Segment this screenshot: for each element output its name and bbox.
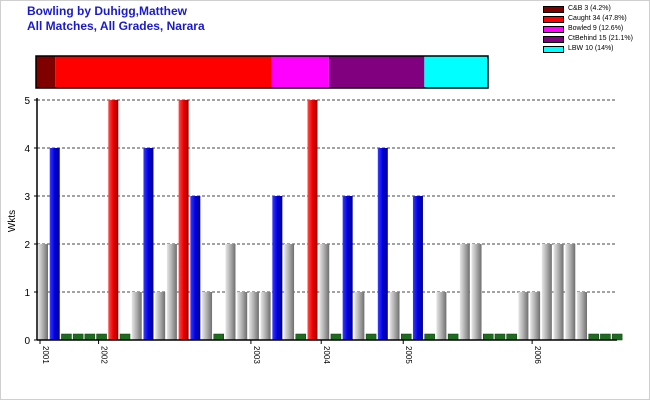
y-tick-label: 4 <box>24 144 30 155</box>
legend-item-cb: C&B 3 (4.2%) <box>543 4 633 14</box>
y-tick-label: 0 <box>24 336 30 347</box>
bar <box>72 333 84 341</box>
bar <box>202 292 213 340</box>
y-tick-label: 2 <box>24 240 30 251</box>
bar <box>260 292 271 340</box>
bar <box>108 100 119 340</box>
bar <box>365 333 377 341</box>
bar <box>84 333 96 341</box>
summary-segment-caught <box>55 56 272 88</box>
y-tick-label: 5 <box>24 96 30 107</box>
bar <box>49 148 60 340</box>
legend-item-lbw: LBW 10 (14%) <box>543 44 633 54</box>
bar <box>412 196 423 340</box>
legend-label-bowled: Bowled 9 (12.6%) <box>568 25 624 32</box>
legend-label-lbw: LBW 10 (14%) <box>568 45 614 52</box>
bar <box>424 333 435 341</box>
bar <box>506 333 517 341</box>
bar <box>342 196 353 340</box>
bar <box>213 333 225 341</box>
bar <box>576 292 587 340</box>
bar <box>119 333 131 341</box>
x-tick-label: 2002 <box>100 346 109 364</box>
bar <box>248 292 259 340</box>
bar <box>155 292 166 340</box>
x-tick-label: 2003 <box>252 346 261 364</box>
bar <box>225 244 236 340</box>
x-tick-label: 2004 <box>322 346 331 364</box>
legend: C&B 3 (4.2%) Caught 34 (47.8%) Bowled 9 … <box>543 4 633 54</box>
bar <box>459 244 470 340</box>
dismissal-summary-bar <box>35 55 489 89</box>
bar <box>330 333 342 341</box>
bar <box>319 244 330 340</box>
bar <box>272 196 283 340</box>
bar <box>483 333 494 341</box>
summary-segment-ctbehind <box>328 56 425 88</box>
bar <box>284 244 295 340</box>
summary-segment-cb <box>36 56 56 88</box>
x-tick-label: 2005 <box>404 346 413 364</box>
title-line-1: Bowling by Duhigg,Matthew <box>27 4 187 18</box>
legend-swatch-bowled <box>543 25 564 33</box>
bar <box>400 333 412 341</box>
bar <box>307 100 318 340</box>
bar-series <box>38 100 623 341</box>
y-tick-labels: 0 1 2 3 4 5 <box>24 96 37 347</box>
chart-title: Bowling by Duhigg,Matthew All Matches, A… <box>27 4 205 34</box>
y-tick-label: 3 <box>24 192 30 203</box>
bar <box>96 333 107 341</box>
legend-item-bowled: Bowled 9 (12.6%) <box>543 24 633 34</box>
bar <box>611 333 623 341</box>
bar <box>553 244 564 340</box>
bar <box>377 148 388 340</box>
legend-label-cb: C&B 3 (4.2%) <box>568 5 611 12</box>
legend-item-caught: Caught 34 (47.8%) <box>543 14 633 24</box>
bar <box>447 333 459 341</box>
legend-swatch-lbw <box>543 45 564 53</box>
legend-swatch-cb <box>543 5 564 13</box>
legend-label-caught: Caught 34 (47.8%) <box>568 15 627 22</box>
bar <box>565 244 576 340</box>
bar <box>518 292 529 340</box>
bar <box>190 196 201 340</box>
legend-swatch-caught <box>543 15 564 23</box>
bar <box>436 292 447 340</box>
y-axis-label: Wkts <box>7 210 18 232</box>
bar <box>131 292 142 340</box>
bar <box>38 244 48 340</box>
x-tick-label: 2001 <box>41 346 50 364</box>
x-tick-label: 2006 <box>533 346 542 364</box>
bar <box>600 333 611 341</box>
x-tick-labels: 2001 2002 2003 2004 2005 2006 <box>39 340 542 364</box>
title-line-2: All Matches, All Grades, Narara <box>27 19 205 33</box>
bar <box>588 333 599 341</box>
bar <box>471 244 482 340</box>
bar <box>61 333 72 341</box>
bar <box>143 148 154 340</box>
axes <box>36 98 617 341</box>
legend-swatch-ctbehind <box>543 35 564 43</box>
y-tick-label: 1 <box>24 288 30 299</box>
bar <box>237 292 248 340</box>
bar <box>354 292 365 340</box>
legend-item-ctbehind: CtBehind 15 (21.1%) <box>543 34 633 44</box>
summary-bar-outline <box>35 55 489 89</box>
summary-segment-bowled <box>271 56 329 88</box>
bar <box>389 292 400 340</box>
bar <box>295 333 307 341</box>
summary-segment-lbw <box>424 56 488 88</box>
legend-label-ctbehind: CtBehind 15 (21.1%) <box>568 35 633 42</box>
bar <box>530 292 541 340</box>
bar <box>178 100 189 340</box>
bar <box>166 244 177 340</box>
bar <box>541 244 552 340</box>
bar <box>494 333 506 341</box>
